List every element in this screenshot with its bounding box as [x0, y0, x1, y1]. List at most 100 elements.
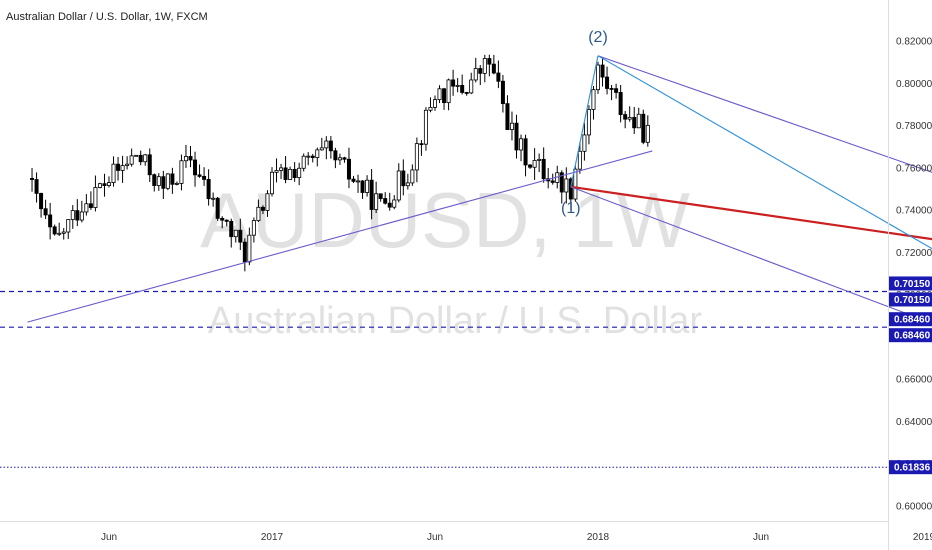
candle [107, 176, 112, 188]
candle [541, 147, 546, 183]
candle [129, 148, 134, 167]
watermark-symbol: AUDUSD, 1W [200, 176, 690, 264]
candle [125, 156, 130, 170]
candle [297, 162, 302, 186]
time-axis[interactable]: Jun2017Jun2018Jun2019Jun2020Jun2021Jun [101, 532, 932, 543]
candle [428, 97, 433, 113]
candle [509, 111, 514, 141]
candle [632, 107, 637, 135]
candle [596, 61, 601, 94]
y-tick-label: 0.60000 [896, 502, 932, 513]
y-tick-label: 0.82000 [896, 37, 932, 48]
candle [519, 134, 524, 162]
candlestick-series [30, 54, 650, 272]
candle [564, 167, 569, 204]
candle [591, 85, 596, 120]
candle [319, 137, 324, 151]
candle [446, 78, 451, 111]
candle [351, 176, 356, 183]
red-resistance-line[interactable] [570, 185, 932, 329]
candle [401, 159, 406, 196]
candle [283, 156, 288, 184]
symbol-watermark: AUDUSD, 1W Australian Dollar / U.S. Doll… [200, 176, 702, 342]
candle [79, 200, 84, 223]
candle [120, 155, 125, 183]
candle [432, 95, 437, 111]
candle [360, 180, 365, 199]
candle [577, 141, 582, 174]
candle [70, 205, 75, 229]
candle [469, 72, 474, 95]
candle [627, 106, 632, 122]
wave-labels: (1)(2)(3)(4)(5) [561, 29, 608, 217]
candle [505, 95, 510, 130]
candle [419, 140, 424, 156]
wave-1-2-line[interactable] [570, 55, 599, 187]
candle [537, 153, 542, 173]
candle [405, 173, 410, 190]
channel-lower-line[interactable] [570, 186, 932, 464]
candle [116, 157, 121, 181]
y-tick-label: 0.76000 [896, 163, 932, 174]
y-tick-label: 0.78000 [896, 121, 932, 132]
candle [301, 153, 306, 172]
channel-upper-line[interactable] [597, 55, 932, 350]
candle [346, 147, 351, 189]
wave-label: (1) [561, 200, 581, 217]
candle [410, 164, 415, 186]
candle [61, 228, 66, 240]
candle [93, 175, 98, 212]
candle [57, 222, 62, 236]
candle [568, 177, 573, 210]
candle [197, 164, 202, 178]
wave-2-3-line[interactable] [597, 55, 932, 354]
candle [206, 169, 211, 206]
price-tag: 0.61836 [889, 460, 932, 475]
drawing-tools [0, 55, 932, 468]
candle [143, 154, 148, 166]
candle [215, 196, 220, 221]
candle [202, 167, 207, 186]
candle [251, 217, 256, 243]
candle [414, 137, 419, 183]
rising-support-line[interactable] [27, 150, 653, 323]
candle [233, 229, 238, 243]
candle [39, 192, 44, 218]
candle [193, 151, 198, 187]
y-tick-label: 0.80000 [896, 79, 932, 90]
y-tick-label: 0.72000 [896, 248, 932, 259]
candle [378, 193, 383, 202]
candle [437, 85, 442, 104]
candle [274, 158, 279, 183]
candle [478, 65, 483, 86]
candle [605, 66, 610, 95]
candle [324, 136, 329, 160]
candle [600, 57, 605, 87]
candle [641, 109, 646, 145]
candle [623, 111, 628, 129]
candle [183, 144, 188, 168]
candle [365, 175, 370, 197]
candle [337, 153, 342, 165]
candle [147, 148, 152, 183]
candle [238, 218, 243, 250]
candle [242, 238, 247, 272]
candle [174, 181, 179, 186]
x-tick-label: 2019 [913, 532, 932, 543]
candle [550, 173, 555, 185]
candle [34, 172, 39, 203]
y-tick-label: 0.64000 [896, 417, 932, 428]
candle [482, 54, 487, 83]
price-tag-text: 0.70150 [894, 295, 931, 306]
x-tick-label: 2018 [587, 532, 610, 543]
candle [134, 154, 139, 157]
candle [265, 190, 270, 217]
candle [52, 224, 57, 236]
candle [496, 60, 501, 89]
candle [491, 54, 496, 75]
candle [102, 173, 107, 197]
candle [165, 173, 170, 191]
candle [586, 105, 591, 145]
price-tag-text: 0.70150 [894, 279, 931, 290]
candle [279, 163, 284, 180]
